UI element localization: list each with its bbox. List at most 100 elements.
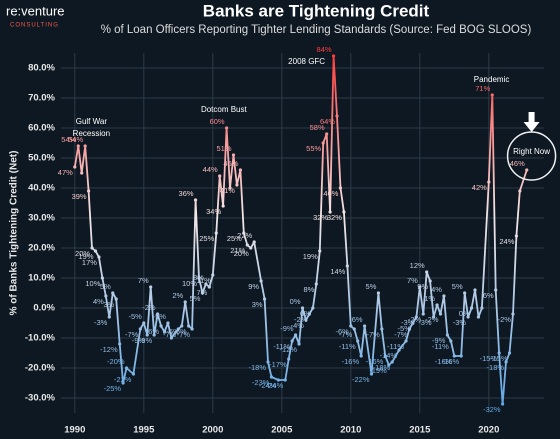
y-tick-label: 30.0% — [28, 213, 55, 224]
y-tick-label: 80.0% — [28, 63, 55, 74]
data-point — [83, 144, 87, 148]
data-point — [490, 93, 494, 97]
data-label: -7% — [125, 330, 139, 339]
data-point — [283, 378, 287, 382]
data-point — [518, 189, 522, 193]
data-label: 60% — [210, 117, 225, 126]
data-label: -11% — [432, 342, 449, 351]
data-label: 64% — [320, 117, 335, 126]
x-tick-label: 2020 — [478, 425, 499, 436]
data-point — [328, 210, 332, 214]
data-point — [497, 351, 501, 355]
data-label: 10% — [182, 279, 197, 288]
data-point — [438, 312, 443, 316]
data-point — [300, 306, 305, 310]
data-label: -7% — [177, 330, 191, 339]
data-point — [242, 231, 246, 235]
data-point — [473, 288, 477, 292]
data-point — [87, 189, 91, 193]
data-point — [342, 210, 346, 214]
data-point — [304, 318, 308, 322]
data-label: 17% — [82, 258, 97, 267]
data-point — [142, 321, 146, 325]
data-point — [349, 324, 353, 328]
data-point — [380, 327, 384, 331]
data-label: -6% — [173, 327, 187, 336]
data-point — [383, 354, 387, 358]
y-tick-label: 70.0% — [28, 93, 55, 104]
data-label: 36% — [179, 189, 194, 198]
data-point — [425, 270, 429, 274]
data-label: 8% — [193, 273, 204, 282]
data-label: -32% — [483, 405, 501, 414]
data-label: 55% — [306, 144, 321, 153]
y-tick-label: 0.0% — [33, 303, 55, 314]
data-point — [469, 306, 474, 310]
data-label: -17% — [269, 360, 287, 369]
data-point — [152, 333, 156, 337]
data-label: -2% — [142, 303, 156, 312]
x-tick-label: 2005 — [271, 425, 293, 436]
y-tick-label: -30.0% — [25, 393, 56, 404]
data-point — [418, 285, 422, 289]
data-point — [480, 306, 484, 310]
data-point — [97, 255, 101, 259]
data-label: 46% — [223, 159, 238, 168]
data-label: 19% — [78, 252, 93, 261]
annotation: Gulf War — [76, 117, 108, 126]
data-point — [183, 300, 187, 304]
data-point — [176, 327, 180, 331]
data-point — [166, 321, 170, 325]
data-label: -9% — [280, 324, 294, 333]
data-label: 84% — [317, 45, 332, 54]
y-tick-label: 50.0% — [28, 153, 55, 164]
data-label: -9% — [139, 336, 153, 345]
data-point — [359, 354, 363, 358]
data-point — [321, 141, 325, 145]
data-point — [169, 336, 173, 340]
data-point — [525, 168, 529, 172]
data-point — [297, 342, 301, 346]
data-point — [73, 165, 77, 169]
data-point — [249, 246, 253, 250]
data-label: -23% — [252, 378, 270, 387]
data-point — [390, 360, 394, 364]
data-point — [432, 315, 436, 319]
data-point — [356, 339, 360, 343]
data-point — [294, 333, 298, 337]
data-label: -5% — [398, 324, 412, 333]
data-point — [335, 114, 339, 118]
data-label: -25% — [104, 384, 122, 393]
data-label: 32% — [313, 213, 328, 222]
data-label: 54% — [68, 135, 83, 144]
data-point — [107, 315, 111, 319]
data-point — [376, 291, 380, 295]
data-label: -5% — [153, 312, 167, 321]
data-point — [369, 372, 374, 376]
data-label: -2% — [425, 315, 439, 324]
data-label: 22% — [237, 231, 252, 240]
data-point — [345, 264, 349, 268]
data-label: -24% — [259, 381, 277, 390]
y-tick-label: 10.0% — [28, 273, 55, 284]
data-point — [104, 294, 108, 298]
data-label: 10% — [85, 279, 100, 288]
data-point — [114, 297, 118, 301]
data-label: -2% — [498, 315, 512, 324]
annotation: 2008 GFC — [288, 57, 325, 66]
data-point — [200, 291, 205, 295]
data-label: 3% — [103, 300, 114, 309]
data-label: -11% — [339, 342, 356, 351]
data-point — [414, 315, 418, 319]
y-tick-label: 40.0% — [28, 183, 55, 194]
data-point — [228, 186, 232, 190]
data-label: 11% — [196, 276, 211, 285]
x-tick-label: 2010 — [340, 425, 361, 436]
data-label: -12% — [100, 345, 118, 354]
data-label: 25% — [227, 234, 242, 243]
data-point — [180, 324, 184, 328]
data-point — [145, 333, 149, 337]
data-point — [262, 297, 267, 301]
y-axis-label: % of Banks Tightening Credit (Net) — [9, 151, 20, 316]
